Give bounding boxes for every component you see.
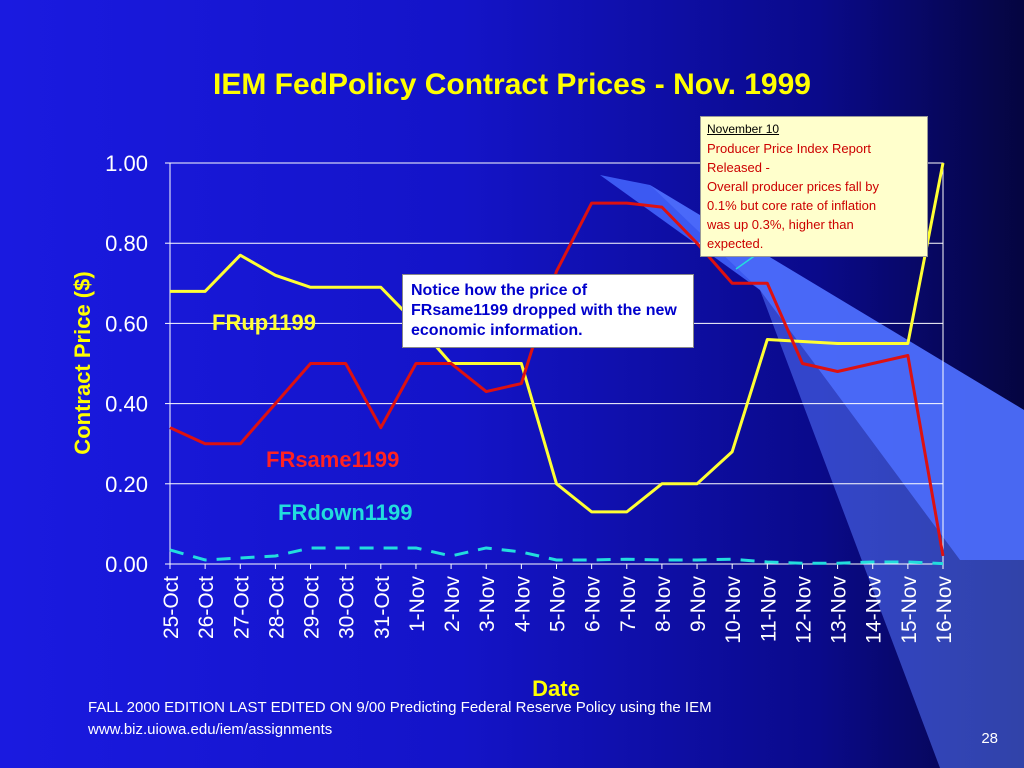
november-line-1: Producer Price Index Report [707,141,872,156]
x-tick-label: 13-Nov [828,576,851,644]
x-tick-label: 16-Nov [933,576,956,644]
november-annotation-header: November 10 [707,122,780,136]
footer: FALL 2000 EDITION LAST EDITED ON 9/00 Pr… [88,697,712,741]
x-tick-label: 9-Nov [687,576,710,633]
callout-note: Notice how the price of FRsame1199 dropp… [402,274,694,348]
x-axis-title: Date [532,676,580,701]
series-label-frdown: FRdown1199 [278,500,413,525]
y-tick-label: 1.00 [105,151,148,176]
series-line-frsame1199 [169,201,945,557]
x-tick-label: 30-Oct [336,576,359,639]
series-line-frup1199 [170,162,945,514]
november-line-6: expected. [707,236,764,251]
axis-labels: 0.00 0.20 0.40 0.60 0.80 1.00 25-Oct 26-Oct 27-O… [70,151,956,701]
series-layer [169,162,945,566]
x-tick-label: 31-Oct [371,576,394,639]
november-line-5: was up 0.3%, higher than [707,217,854,232]
november-line-3: Overall producer prices fall by [707,179,879,194]
november-line-2: Released - [707,160,770,175]
x-tick-label: 1-Nov [406,576,429,633]
x-tick-label: 3-Nov [476,576,499,633]
x-tick-label: 27-Oct [230,576,253,639]
x-tick-label: 5-Nov [547,576,570,633]
y-tick-label: 0.20 [105,472,148,497]
x-tick-label: 25-Oct [160,576,183,639]
x-tick-label: 29-Oct [301,576,324,639]
x-tick-label: 14-Nov [863,576,886,644]
series-line-frdown1199 [169,546,944,566]
x-tick-label: 11-Nov [757,576,780,643]
axes [165,162,944,569]
annotation-beam-highlight [650,185,1024,768]
footer-line-2: www.biz.uiowa.edu/iem/assignments [88,721,333,738]
november-line-4: 0.1% but core rate of inflation [707,198,877,213]
x-tick-label: 2-Nov [441,576,464,633]
y-tick-label: 0.60 [105,311,148,336]
series-label-frsame: FRsame1199 [266,447,400,472]
x-tick-label: 28-Oct [265,576,288,639]
chart-title: IEM FedPolicy Contract Prices - Nov. 199… [213,68,811,101]
x-tick-label: 12-Nov [792,576,815,644]
series-label-frup: FRup1199 [212,310,316,335]
y-tick-label: 0.80 [105,231,148,256]
x-tick-label: 6-Nov [582,576,605,633]
x-tick-label: 7-Nov [617,576,640,633]
november-annotation: November 10 Producer Price Index Report … [700,116,928,257]
x-tick-label: 8-Nov [652,576,675,633]
y-tick-label: 0.00 [105,552,148,577]
y-tick-label: 0.40 [105,392,148,417]
page-number: 28 [981,730,998,747]
x-tick-label: 10-Nov [722,576,745,644]
x-tick-label: 4-Nov [511,576,534,633]
x-tick-label: 15-Nov [898,576,921,644]
x-tick-label: 26-Oct [195,576,218,639]
footer-line-1: FALL 2000 EDITION LAST EDITED ON 9/00 Pr… [88,699,712,716]
y-axis-title: Contract Price ($) [70,271,95,454]
